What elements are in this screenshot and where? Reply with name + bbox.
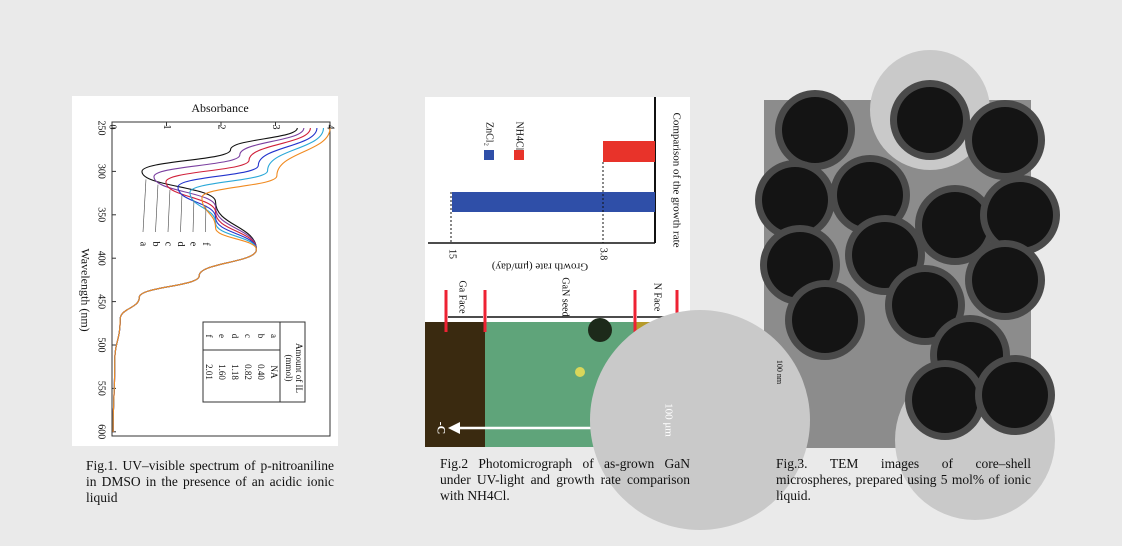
fig1-table (202, 321, 306, 403)
leader (155, 184, 159, 233)
tem-film (590, 50, 1055, 530)
leader (167, 189, 171, 233)
label: 450 (96, 294, 107, 309)
fig1-caption: Fig.1. UV–visible spectrum of p-nitroani… (86, 458, 334, 505)
sphere-core (782, 97, 848, 163)
sphere-core (792, 287, 858, 353)
label: 0.82 (243, 364, 253, 380)
label: NA (269, 366, 279, 379)
label: 4 (325, 125, 336, 130)
label: b (256, 334, 266, 339)
sphere-core (922, 192, 988, 258)
sphere-core (912, 367, 978, 433)
label: 0 (107, 125, 118, 130)
label: b (150, 242, 161, 247)
label: 100 nm (775, 360, 784, 385)
label: a (138, 242, 149, 247)
label: d (175, 242, 186, 247)
label: 1 (161, 125, 172, 130)
leader (192, 200, 195, 233)
leader (142, 179, 147, 233)
label: 15 (447, 249, 458, 259)
arrow-head (448, 422, 460, 434)
legend-swatch (514, 150, 524, 160)
label: Ga Face (457, 280, 468, 314)
fig2-caption: Fig.2 Photomicrograph of as-grown GaN un… (440, 456, 690, 503)
label: (mmol) (284, 355, 294, 382)
label: 2.01 (204, 364, 214, 380)
sphere-core (762, 167, 828, 233)
bar-zncl2 (452, 192, 655, 212)
label: e (217, 334, 227, 338)
sphere-core (982, 362, 1048, 428)
photo-spot (588, 318, 612, 342)
sphere-core (897, 87, 963, 153)
label: 3.8 (598, 248, 609, 261)
sphere-core (837, 162, 903, 228)
label: c (163, 242, 174, 247)
label: 400 (96, 251, 107, 266)
sphere-core (987, 182, 1053, 248)
label: 500 (96, 338, 107, 353)
label: 600 (96, 424, 107, 439)
label: 100 μm (662, 403, 674, 437)
label: Wavelength (nm) (78, 248, 92, 331)
sphere-core (852, 222, 918, 288)
label: f (204, 335, 214, 338)
label: N Face (652, 283, 663, 312)
label: ZnCl₂ (484, 122, 495, 146)
label: 2 (216, 125, 227, 130)
label: 300 (96, 164, 107, 179)
label: 250 (96, 121, 107, 136)
label: 350 (96, 207, 107, 222)
label: 0.40 (256, 364, 266, 380)
label: NH4Cl (514, 122, 525, 151)
bar-nh4cl (603, 141, 655, 162)
label: Amount of IL (294, 343, 304, 393)
spectrum-curve (112, 127, 331, 433)
label: 1.18 (230, 364, 240, 380)
label: 1.60 (217, 364, 227, 380)
tem-spheres (755, 80, 1060, 440)
label: d (230, 334, 240, 339)
label: c (243, 334, 253, 338)
sphere-core (972, 107, 1038, 173)
legend-swatch (484, 150, 494, 160)
sphere-core (892, 272, 958, 338)
sphere-core (972, 247, 1038, 313)
label: 550 (96, 381, 107, 396)
label: Absorbance (191, 101, 248, 115)
photo-spot (575, 367, 585, 377)
label: f (200, 242, 211, 246)
leader (180, 195, 183, 233)
label: e (188, 242, 199, 247)
label: Comparison of the growth rate (670, 112, 682, 247)
label: -C (434, 422, 448, 435)
label: a (269, 334, 279, 338)
label: 3 (270, 125, 281, 130)
label: Growth rate (μm/day) (492, 260, 589, 272)
label: GaN seed (560, 277, 571, 316)
fig3-caption: Fig.3. TEM images of core–shell microsph… (776, 456, 1031, 503)
